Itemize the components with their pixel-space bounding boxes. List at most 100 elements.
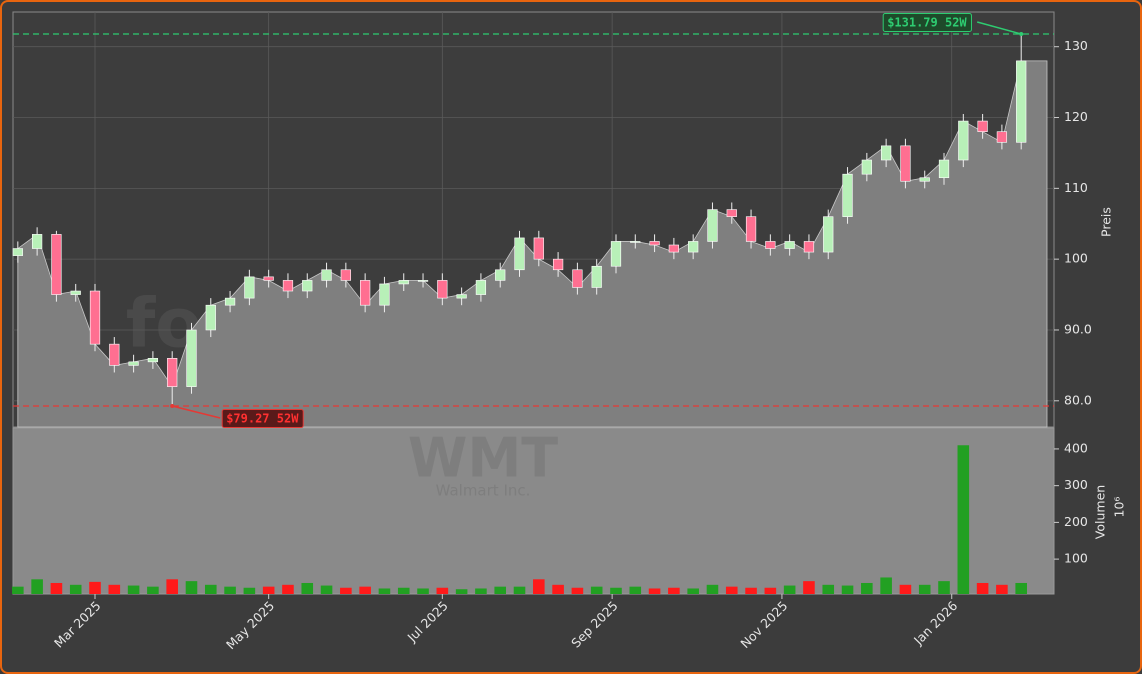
x-tick-label: Sep 2025 bbox=[568, 598, 621, 651]
volume-bar bbox=[282, 584, 294, 594]
volume-bar bbox=[725, 586, 738, 594]
volume-bar bbox=[610, 587, 622, 594]
volume-bar bbox=[127, 585, 140, 594]
candle-body bbox=[823, 216, 834, 253]
annotation-arrow bbox=[977, 21, 1022, 35]
candle-body bbox=[109, 343, 120, 366]
volume-bar bbox=[301, 582, 314, 594]
annotation-point bbox=[170, 403, 175, 408]
volume-bar bbox=[166, 579, 178, 594]
volume-bar bbox=[69, 584, 82, 594]
candle-body bbox=[167, 358, 178, 387]
candle-body bbox=[379, 283, 390, 306]
volume-bar bbox=[648, 588, 661, 594]
y-tick-label: 120 bbox=[1064, 109, 1088, 124]
candle-body bbox=[321, 269, 332, 281]
volume-bar bbox=[262, 586, 275, 594]
volume-bar bbox=[417, 588, 429, 594]
volume-bar bbox=[475, 588, 487, 594]
candle-body bbox=[688, 241, 699, 253]
candle-body bbox=[417, 280, 429, 282]
candle-body bbox=[938, 159, 950, 179]
volume-panel bbox=[12, 427, 1055, 595]
x-tick-label: Nov 2025 bbox=[737, 598, 790, 651]
volume-bar bbox=[397, 587, 410, 594]
annotation-point bbox=[1019, 32, 1024, 37]
volume-bar bbox=[1015, 582, 1027, 594]
volume-bar bbox=[861, 582, 873, 594]
x-tick-label: Jul 2025 bbox=[404, 598, 451, 645]
candle-body bbox=[745, 216, 757, 242]
volume-bar bbox=[996, 584, 1008, 594]
y-tick-label: 90.0 bbox=[1064, 321, 1092, 336]
volume-bar bbox=[899, 584, 912, 594]
volume-bar bbox=[590, 586, 603, 594]
volume-bar bbox=[706, 584, 719, 594]
watermark-company: Walmart Inc. bbox=[436, 482, 531, 500]
volume-bar bbox=[224, 586, 236, 594]
y-tick-label: 400 bbox=[1064, 440, 1088, 455]
volume-bar bbox=[745, 587, 757, 594]
candle-body bbox=[398, 280, 409, 285]
volume-bar bbox=[31, 579, 43, 594]
volume-bar bbox=[629, 586, 642, 594]
candle-body bbox=[89, 290, 101, 345]
volume-bar bbox=[50, 582, 63, 594]
candle-body bbox=[495, 269, 506, 281]
volume-bar bbox=[204, 584, 217, 594]
candle-body bbox=[630, 241, 641, 243]
y-axis-label: Volumen bbox=[1093, 485, 1108, 539]
volume-bar bbox=[571, 587, 584, 594]
volume-bar bbox=[359, 586, 371, 594]
x-tick-label: May 2025 bbox=[223, 598, 277, 652]
y-tick-label: 100 bbox=[1064, 251, 1088, 266]
candle-body bbox=[12, 248, 23, 256]
candle-body bbox=[70, 290, 81, 295]
candle-body bbox=[842, 173, 853, 217]
candle-body bbox=[340, 269, 351, 281]
volume-bar bbox=[668, 587, 680, 594]
volume-bar bbox=[552, 584, 564, 594]
volume-bar bbox=[89, 581, 101, 594]
candle-body bbox=[726, 209, 737, 217]
volume-bar bbox=[243, 587, 256, 594]
volume-bar bbox=[783, 585, 796, 594]
candle-body bbox=[900, 145, 911, 182]
candle-body bbox=[977, 120, 988, 132]
x-tick-label: Mar 2025 bbox=[51, 598, 104, 651]
candle-body bbox=[881, 145, 892, 161]
candle-body bbox=[996, 131, 1008, 143]
volume-bar bbox=[533, 579, 545, 594]
volume-bar bbox=[880, 577, 892, 594]
candle-body bbox=[302, 280, 313, 292]
candle-body bbox=[224, 297, 236, 306]
candle-body bbox=[31, 234, 43, 249]
volume-bar bbox=[378, 588, 391, 594]
volume-bar bbox=[803, 581, 815, 594]
annotation-box bbox=[221, 408, 304, 428]
candle-body bbox=[456, 294, 467, 299]
candle-body bbox=[263, 276, 274, 281]
y-tick-label: 80.0 bbox=[1064, 392, 1092, 407]
volume-bar bbox=[436, 587, 449, 594]
annotation-box bbox=[882, 13, 972, 33]
candle-body bbox=[1016, 60, 1027, 143]
candle-body bbox=[591, 265, 602, 288]
volume-bar bbox=[185, 581, 198, 594]
y-tick-label: 300 bbox=[1064, 477, 1088, 492]
candle-body bbox=[533, 237, 544, 260]
volume-bar bbox=[455, 589, 468, 594]
candle-body bbox=[128, 361, 139, 366]
candle-body bbox=[572, 269, 583, 288]
candle-body bbox=[186, 329, 197, 387]
y-tick-label: 200 bbox=[1064, 514, 1088, 529]
candle-body bbox=[861, 159, 872, 175]
annotation-arrow bbox=[172, 405, 221, 419]
candle-body bbox=[958, 120, 969, 161]
volume-bar bbox=[340, 587, 352, 594]
candle-body bbox=[475, 280, 487, 295]
volume-bar bbox=[12, 586, 24, 594]
annotation-label: $131.79 52W bbox=[887, 16, 967, 30]
candle-body bbox=[147, 358, 159, 363]
